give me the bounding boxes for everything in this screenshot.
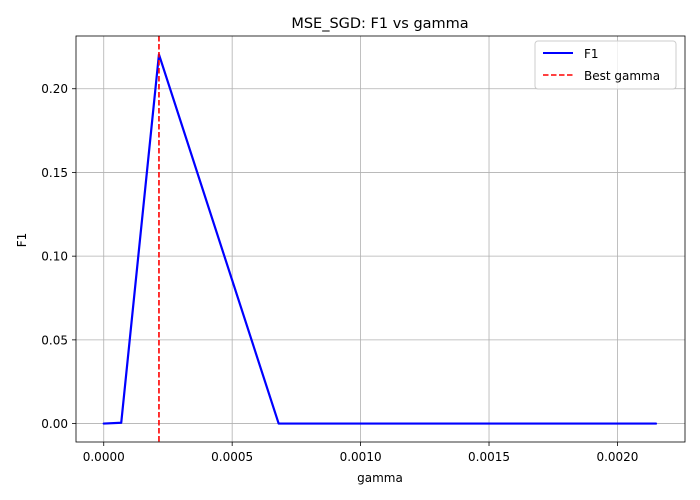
x-tick-label: 0.0010 [340,450,382,464]
y-tick-label: 0.00 [41,417,68,431]
y-tick-label: 0.10 [41,250,68,264]
legend-f1-label: F1 [584,47,599,61]
x-tick-label: 0.0005 [211,450,253,464]
legend-best-gamma-label: Best gamma [584,69,660,83]
x-axis-label: gamma [357,471,403,485]
series-layer [102,36,658,442]
plot-frame [75,35,686,443]
chart-title: MSE_SGD: F1 vs gamma [291,16,468,32]
y-axis-label: F1 [15,233,29,248]
y-tick-label: 0.20 [41,82,68,96]
y-tick-label: 0.05 [41,333,68,347]
x-tick-label: 0.0020 [596,450,638,464]
series-line-f1 [102,53,658,425]
x-tick-label: 0.0015 [468,450,510,464]
legend: F1 Best gamma [534,40,677,90]
x-ticks: 0.0000 0.0005 0.0010 0.0015 0.0020 [83,442,638,464]
y-tick-label: 0.15 [41,166,68,180]
grid-layer [76,36,685,442]
y-ticks: 0.00 0.05 0.10 0.15 0.20 [41,82,76,431]
x-tick-label: 0.0000 [83,450,125,464]
